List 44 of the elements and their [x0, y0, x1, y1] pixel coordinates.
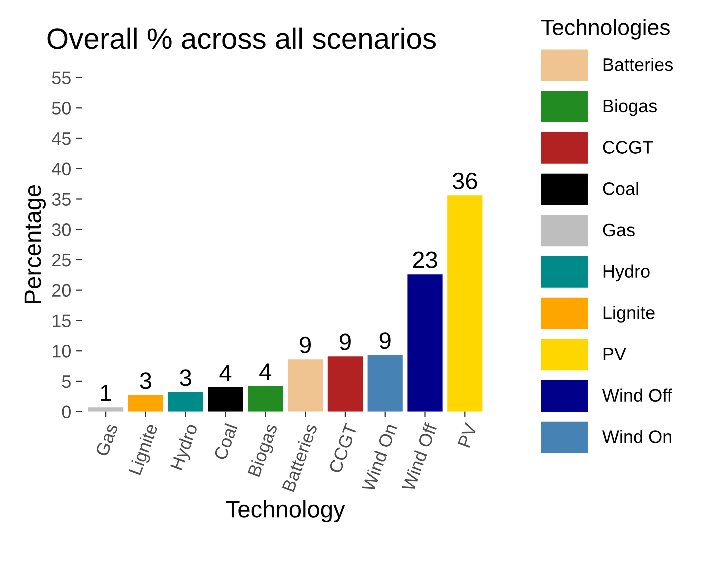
x-tick-label: PV — [458, 422, 478, 448]
legend-label: PV — [604, 348, 626, 361]
legend-label: CCGT — [603, 141, 654, 154]
y-tick-label: 50 — [52, 102, 71, 115]
x-tick-label: Wind Off — [401, 422, 438, 492]
legend-label: Wind Off — [602, 388, 672, 402]
y-tick-label: 10 — [52, 345, 71, 358]
y-tick-label: 5 — [62, 376, 71, 388]
legend-label: Coal — [603, 182, 638, 196]
x-tick-label: Hydro — [170, 422, 202, 472]
data-label: 3 — [180, 370, 192, 386]
chart-title: Overall % across all scenarios — [48, 28, 436, 50]
y-tick-label: 40 — [52, 162, 71, 176]
y-tick-label: 55 — [52, 72, 71, 84]
y-tick-label: 30 — [52, 224, 71, 236]
y-tick-label: 20 — [52, 284, 71, 298]
data-label: 4 — [220, 365, 232, 382]
data-label: 36 — [452, 172, 478, 190]
data-label: 9 — [300, 336, 311, 354]
legend-label: Hydro — [604, 264, 650, 282]
data-label: 9 — [380, 332, 391, 350]
x-axis-title: Technology — [226, 500, 346, 523]
x-tick-label: Wind On — [361, 423, 398, 493]
legend-label: Lignite — [604, 306, 655, 323]
y-tick-label: 15 — [52, 314, 71, 328]
legend-label: Biogas — [604, 99, 657, 116]
x-tick-label: Gas — [95, 423, 118, 458]
x-tick-label: CCGT — [328, 422, 358, 474]
data-label: 9 — [340, 334, 351, 351]
data-label: 3 — [140, 372, 152, 390]
y-tick-label: 35 — [52, 193, 71, 206]
data-label: 23 — [413, 252, 438, 269]
y-tick-label: 0 — [62, 406, 71, 419]
legend-label: Gas — [603, 224, 635, 237]
data-label: 4 — [260, 364, 272, 380]
y-axis-title: Percentage — [24, 185, 46, 304]
y-tick-label: 25 — [52, 254, 71, 267]
x-tick-label: Coal — [213, 423, 238, 461]
x-tick-label: Lignite — [128, 423, 162, 477]
y-tick-label: 45 — [52, 132, 71, 146]
legend-title: Technologies — [542, 19, 670, 40]
legend-label: Batteries — [604, 58, 674, 72]
x-tick-label: Biogas — [247, 422, 282, 478]
data-label: 1 — [101, 385, 112, 402]
